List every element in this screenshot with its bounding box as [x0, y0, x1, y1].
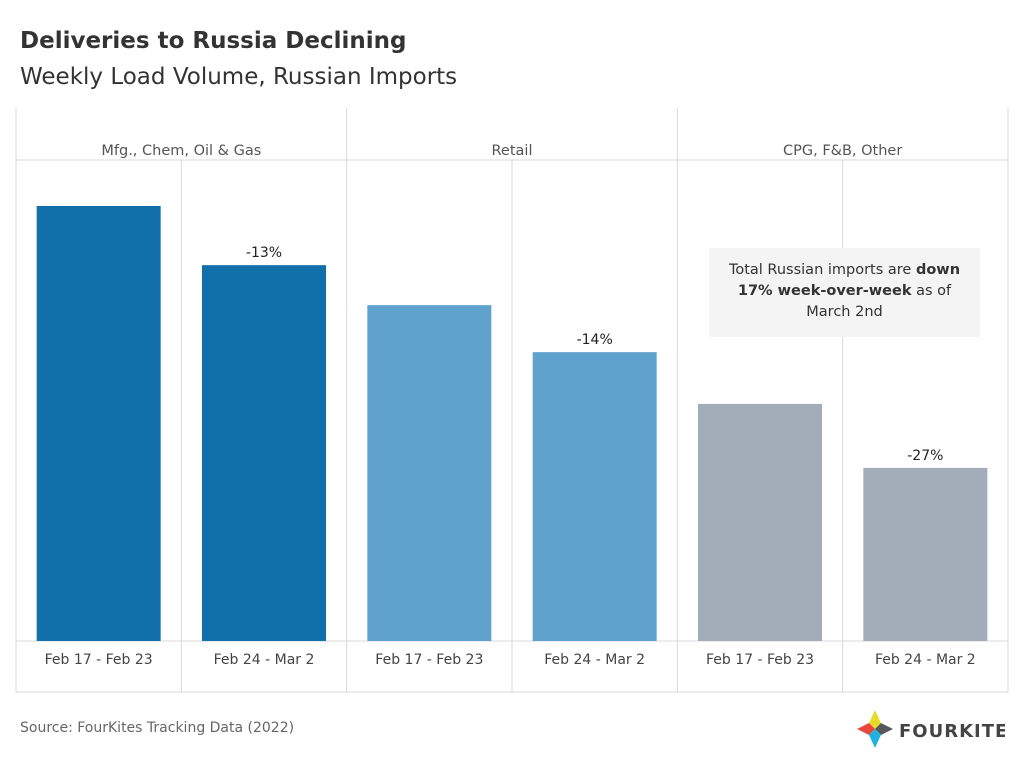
data-label: -14% — [577, 332, 613, 348]
panel-header: Retail — [492, 143, 533, 159]
bar — [202, 265, 326, 641]
panel-header: Mfg., Chem, Oil & Gas — [101, 143, 261, 159]
x-tick-label: Feb 24 - Mar 2 — [214, 652, 315, 668]
x-tick-label: Feb 17 - Feb 23 — [706, 652, 814, 668]
annotation-box: Total Russian imports are down 17% week-… — [709, 248, 980, 337]
data-label: -13% — [246, 245, 282, 261]
annotation-bold-text: down 17% week-over-week — [737, 262, 961, 299]
bar — [532, 352, 657, 641]
x-tick-label: Feb 24 - Mar 2 — [875, 652, 976, 668]
source-note: Source: FourKites Tracking Data (2022) — [20, 720, 295, 736]
logo-text: FOURKITES — [899, 721, 1005, 742]
bar — [36, 206, 161, 641]
x-tick-label: Feb 24 - Mar 2 — [544, 652, 645, 668]
bar — [367, 305, 492, 641]
chart-subtitle: Weekly Load Volume, Russian Imports — [20, 64, 458, 90]
x-tick-label: Feb 17 - Feb 23 — [375, 652, 483, 668]
bar — [698, 403, 822, 641]
annotation-text-end: as of March 2nd — [806, 283, 952, 320]
data-label: -27% — [907, 448, 943, 464]
x-tick-label: Feb 17 - Feb 23 — [45, 652, 153, 668]
chart-title: Deliveries to Russia Declining — [20, 28, 407, 54]
annotation-text: Total Russian imports are — [728, 262, 916, 278]
panel-header: CPG, F&B, Other — [783, 143, 902, 159]
fourkites-logo: FOURKITES — [857, 710, 1005, 748]
bar — [863, 467, 988, 641]
